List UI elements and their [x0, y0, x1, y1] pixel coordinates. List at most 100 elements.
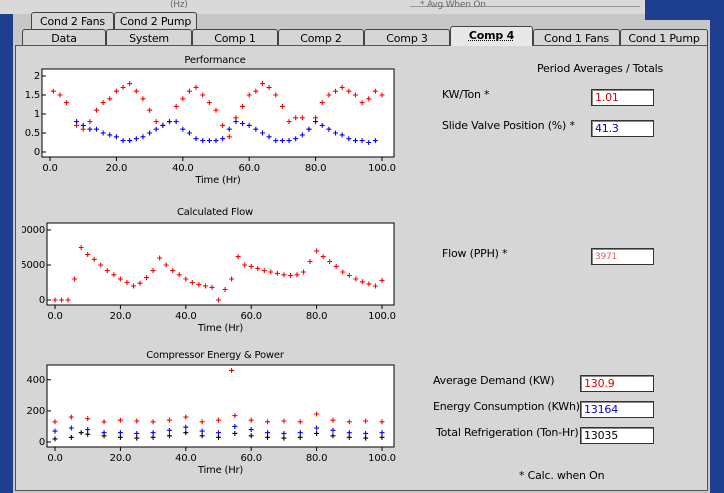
data-point	[78, 245, 84, 250]
data-point	[232, 430, 238, 436]
data-point	[127, 81, 133, 87]
data-point	[353, 276, 359, 282]
y-tick-label: 0	[34, 147, 40, 158]
data-point	[173, 103, 179, 109]
x-tick-label: 60.0	[238, 163, 259, 174]
y-tick-label: 0	[39, 295, 45, 306]
data-point	[213, 107, 219, 113]
data-point	[287, 273, 293, 278]
data-point	[167, 119, 173, 125]
data-point	[229, 367, 235, 373]
data-point	[91, 256, 97, 262]
data-point	[150, 419, 156, 425]
data-point	[206, 100, 212, 106]
y-tick-label: 400	[27, 375, 46, 386]
data-point	[137, 280, 143, 286]
calculated-flow-chart: 0 5000 10000 0.0 20.0 40.0 60.0 80.0 100.0 Time (…	[22, 222, 396, 334]
data-point	[297, 434, 303, 440]
data-point	[113, 88, 119, 94]
data-point	[346, 88, 352, 94]
data-point	[314, 425, 320, 431]
data-point	[101, 419, 107, 425]
data-point	[87, 119, 93, 125]
data-point	[333, 130, 339, 136]
data-point	[297, 430, 303, 436]
chart-title-performance: Performance	[184, 55, 246, 66]
tab-comp-3[interactable]: Comp 3	[364, 29, 450, 46]
data-point	[209, 284, 215, 290]
refrigeration-label: Total Refrigeration (Ton-Hr)	[436, 426, 579, 439]
tab-cond-1-fans[interactable]: Cond 1 Fans	[533, 29, 620, 46]
data-point	[352, 92, 358, 98]
tab-cond-2-pump[interactable]: Cond 2 Pump	[114, 12, 197, 29]
data-point	[170, 268, 176, 274]
data-point	[150, 430, 156, 436]
data-point	[366, 281, 372, 287]
data-point	[52, 436, 58, 442]
background-faint-box	[410, 0, 640, 7]
data-point	[279, 138, 285, 144]
data-point	[265, 419, 271, 425]
data-point	[153, 126, 159, 132]
data-point	[363, 435, 369, 441]
data-point	[52, 428, 58, 434]
data-point	[294, 272, 300, 278]
data-point	[326, 126, 332, 132]
data-point	[183, 414, 189, 420]
tab-comp-2[interactable]: Comp 2	[278, 29, 364, 46]
tab-comp-4[interactable]: Comp 4	[450, 26, 533, 46]
y-tick-label: 5000	[22, 260, 45, 271]
tab-data[interactable]: Data	[22, 29, 106, 46]
data-point	[274, 270, 280, 276]
data-point	[293, 115, 299, 121]
data-point	[379, 430, 385, 436]
data-point	[98, 262, 104, 268]
x-tick-label: 100.0	[368, 311, 396, 322]
data-point	[259, 81, 265, 87]
energy-value: 13164	[580, 401, 654, 418]
data-point	[293, 136, 299, 142]
kw-ton-value: 1.01	[591, 89, 654, 106]
x-tick-label: 80.0	[305, 163, 326, 174]
x-axis-label: Time (Hr)	[194, 175, 241, 186]
data-point	[68, 434, 74, 440]
data-point	[248, 417, 254, 423]
compressor-energy-chart: 0 200 400 0.0 20.0 40.0 60.0 80.0 100.0 Time (Hr)	[27, 364, 396, 476]
x-tick-label: 40.0	[172, 163, 193, 174]
data-point	[157, 255, 163, 261]
data-point	[199, 433, 205, 439]
data-point	[379, 434, 385, 440]
data-point	[273, 138, 279, 144]
data-point	[166, 417, 172, 423]
tab-cond-2-fans[interactable]: Cond 2 Fans	[31, 12, 114, 29]
data-point	[229, 276, 235, 282]
data-point	[173, 119, 179, 125]
tab-comp-1[interactable]: Comp 1	[192, 29, 278, 46]
data-point	[133, 88, 139, 94]
data-point	[240, 121, 246, 126]
tab-system[interactable]: System	[106, 29, 192, 46]
data-point	[85, 431, 91, 437]
data-point	[189, 280, 195, 285]
data-point	[206, 138, 212, 144]
chart-title-energy: Compressor Energy & Power	[146, 350, 284, 361]
data-point	[320, 254, 326, 260]
background-faint-note: * Avg When On	[420, 0, 486, 10]
background-window-strip	[0, 0, 724, 14]
data-point	[266, 134, 272, 140]
x-tick-label: 60.0	[240, 453, 261, 464]
avg-demand-value: 130.9	[580, 375, 654, 392]
x-tick-label: 20.0	[106, 163, 127, 174]
data-point	[199, 428, 205, 434]
data-point	[101, 433, 107, 439]
data-point	[176, 272, 182, 278]
plot-area	[41, 68, 395, 158]
data-point	[153, 119, 159, 125]
data-point	[166, 427, 172, 433]
tab-cond-1-pump[interactable]: Cond 1 Pump	[620, 29, 708, 46]
data-point	[379, 419, 385, 425]
background-faint-label: (Hz)	[170, 0, 188, 10]
kw-ton-label: KW/Ton *	[442, 88, 490, 101]
data-point	[314, 248, 320, 254]
data-point	[372, 138, 378, 144]
